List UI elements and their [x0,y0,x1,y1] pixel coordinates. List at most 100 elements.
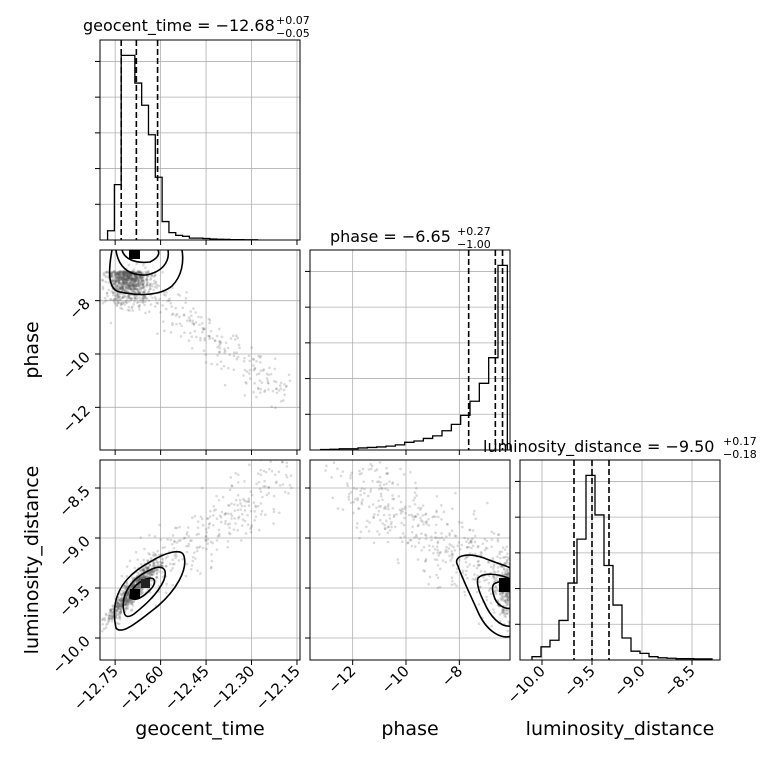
sample-point [101,279,105,282]
sample-point [126,593,129,596]
sample-point [107,619,110,622]
sample-point [135,277,138,280]
sample-point [174,526,177,530]
sample-point [135,282,139,286]
sample-point [507,598,510,602]
sample-point [210,362,213,366]
sample-point [142,567,146,570]
sample-point [503,594,507,598]
sample-point [190,346,194,350]
sample-point [113,294,117,298]
sample-point [169,331,173,334]
sample-point [264,470,268,474]
sample-point [511,587,514,590]
sample-point [361,438,364,441]
sample-point [466,537,470,541]
sample-point [123,272,127,276]
sample-point [263,389,267,392]
sample-point [135,284,139,288]
sample-point [516,613,519,616]
sample-point [232,528,236,531]
sample-point [190,516,194,520]
sample-point [524,617,527,620]
sample-point [140,279,144,283]
sample-point [159,538,162,541]
sample-point [116,605,120,608]
sample-point [253,381,256,385]
sample-point [114,611,118,615]
sample-point [111,278,114,282]
sample-point [512,591,515,594]
sample-point [513,575,516,578]
sample-point [106,275,110,279]
sample-point [261,369,265,372]
sample-point [117,282,121,285]
sample-point [525,581,528,584]
sample-point [125,277,128,281]
sample-point [126,294,130,298]
sample-point [121,594,124,598]
sample-point [124,594,128,598]
sample-point [204,539,208,542]
sample-point [530,567,533,570]
sample-point [434,515,437,518]
sample-point [125,276,129,279]
sample-point [526,599,529,602]
sample-point [141,283,145,286]
sample-point [243,519,247,523]
sample-point [125,593,129,596]
sample-point [505,560,509,563]
sample-point [140,276,144,280]
sample-point [440,536,444,539]
sample-point [239,502,242,505]
sample-point [361,467,365,471]
sample-point [126,283,129,287]
sample-point [131,604,135,607]
sample-point [201,546,205,550]
sample-point [450,544,453,547]
sample-point [431,515,434,519]
sample-point [424,512,428,516]
sample-point [129,287,133,291]
sample-point [121,293,125,296]
sample-point [522,611,525,614]
sample-point [122,273,126,277]
sample-point [121,273,125,277]
sample-point [222,364,226,368]
sample-point [512,599,515,602]
sample-point [451,564,455,567]
svg-text:−0.05: −0.05 [276,27,310,40]
sample-point [110,608,113,611]
sample-point [137,578,140,582]
sample-point [454,491,457,495]
sample-point [268,366,271,370]
sample-point [133,279,137,282]
sample-point [517,583,520,586]
sample-point [153,569,157,573]
sample-point [138,577,142,580]
sample-point [529,589,532,592]
sample-point [125,272,129,275]
sample-point [111,617,114,620]
sample-point [498,550,502,554]
sample-point [501,546,505,549]
sample-point [120,602,124,606]
sample-point [465,569,468,573]
sample-point [492,563,496,566]
sample-point [176,293,180,296]
sample-point [366,457,369,460]
sample-point [434,531,437,535]
sample-point [139,300,143,304]
sample-point [126,273,129,277]
sample-point [468,528,471,532]
panel-frame [99,459,301,661]
sample-point [424,559,428,562]
sample-point [120,283,123,287]
sample-point [146,566,150,570]
sample-point [183,331,186,335]
sample-point [275,387,278,391]
sample-point [471,544,475,548]
sample-point [119,277,123,280]
sample-point [218,514,222,517]
sample-point [533,579,536,582]
